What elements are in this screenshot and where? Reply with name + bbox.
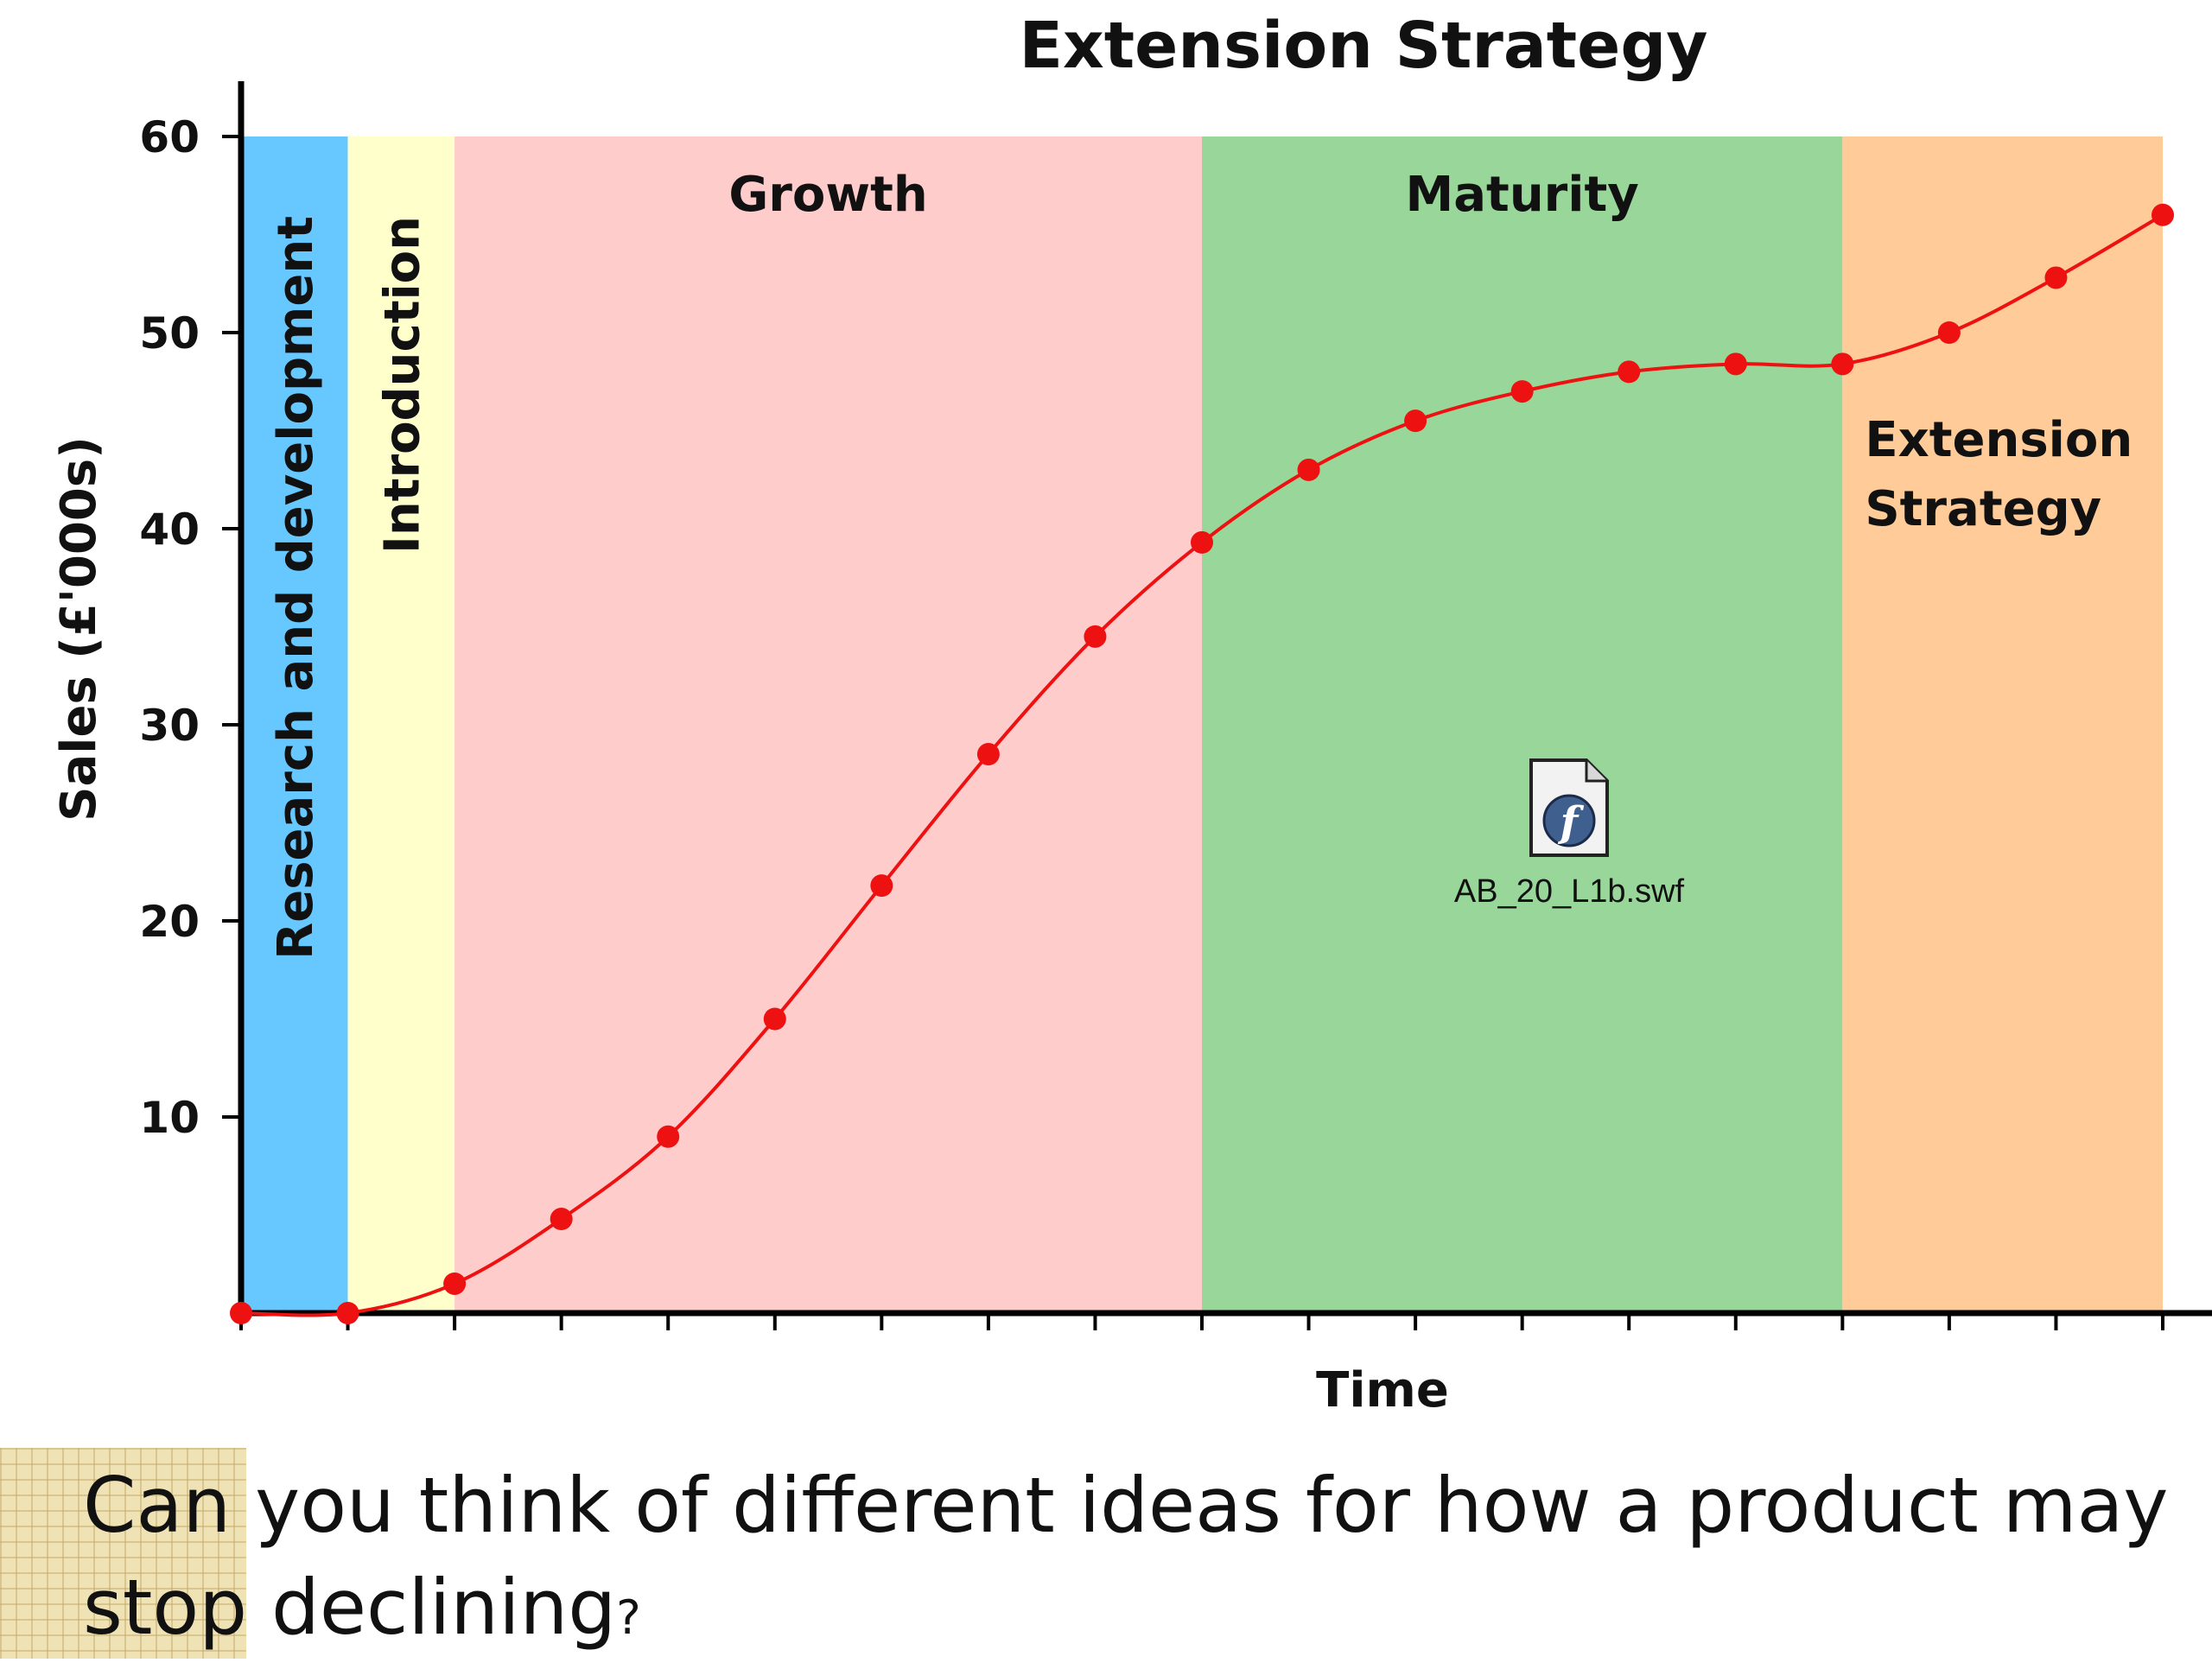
chart: Research and development Introduction Grow… [51,9,2212,1418]
data-point [336,1302,359,1324]
data-points [230,203,2174,1324]
embedded-file[interactable]: f AB_20_L1b.swf [1454,758,1685,910]
stage-band-introduction [347,136,455,1313]
stage-label-growth: Growth [728,167,927,223]
y-tick-label: 30 [139,701,200,751]
data-point [1724,352,1747,376]
data-point [443,1272,467,1295]
stage-label-introduction: Introduction [374,216,430,554]
stage-band-maturity [1202,136,1843,1313]
data-point [763,1007,786,1031]
question-body: Can you think of different ideas for how… [83,1461,2169,1652]
data-point [1510,380,1534,403]
data-point [976,743,1000,766]
data-point [657,1125,680,1148]
file-name[interactable]: AB_20_L1b.swf [1454,873,1685,910]
chart-title: Extension Strategy [1019,9,1707,83]
stage-bands [241,136,2163,1313]
data-point [870,874,893,898]
stage-labels: Research and development Introduction Grow… [268,167,2133,960]
flash-file-icon[interactable]: f [1529,758,1609,857]
data-point [1937,321,1961,344]
stage-label-maturity: Maturity [1406,167,1639,223]
y-tick-label: 10 [139,1093,200,1143]
question-text: Can you think of different ideas for how… [83,1455,2191,1669]
data-point [2152,203,2174,226]
data-point [1297,458,1320,481]
y-ticks: 10 20 30 40 50 60 [139,112,241,1143]
stage-band-research-and-development [241,136,348,1313]
data-point [1191,530,1213,554]
y-tick-label: 40 [139,505,200,555]
data-point [1831,352,1854,376]
stage-label-research-and-development: Research and development [268,216,324,960]
stage-label-extension-strategy-line1: Extension [1865,412,2133,468]
question-mark: ? [616,1590,641,1645]
stage-band-growth [454,136,1202,1313]
question-block: Can you think of different ideas for how… [0,1448,2212,1659]
y-tick-label: 50 [139,308,200,359]
y-tick-label: 20 [139,897,200,947]
data-point [2044,266,2068,289]
x-axis-title: Time [1316,1362,1449,1418]
y-tick-label: 60 [139,112,200,162]
y-axis-title: Sales (£'000s) [51,436,107,822]
data-point [1618,360,1641,384]
data-point [550,1208,573,1231]
stage-label-extension-strategy-line2: Strategy [1865,481,2101,537]
decorative-tile [0,1448,246,1659]
data-point [1084,625,1107,648]
data-point [1404,409,1427,433]
data-point [230,1302,252,1324]
stage-band-extension-strategy [1842,136,2163,1313]
